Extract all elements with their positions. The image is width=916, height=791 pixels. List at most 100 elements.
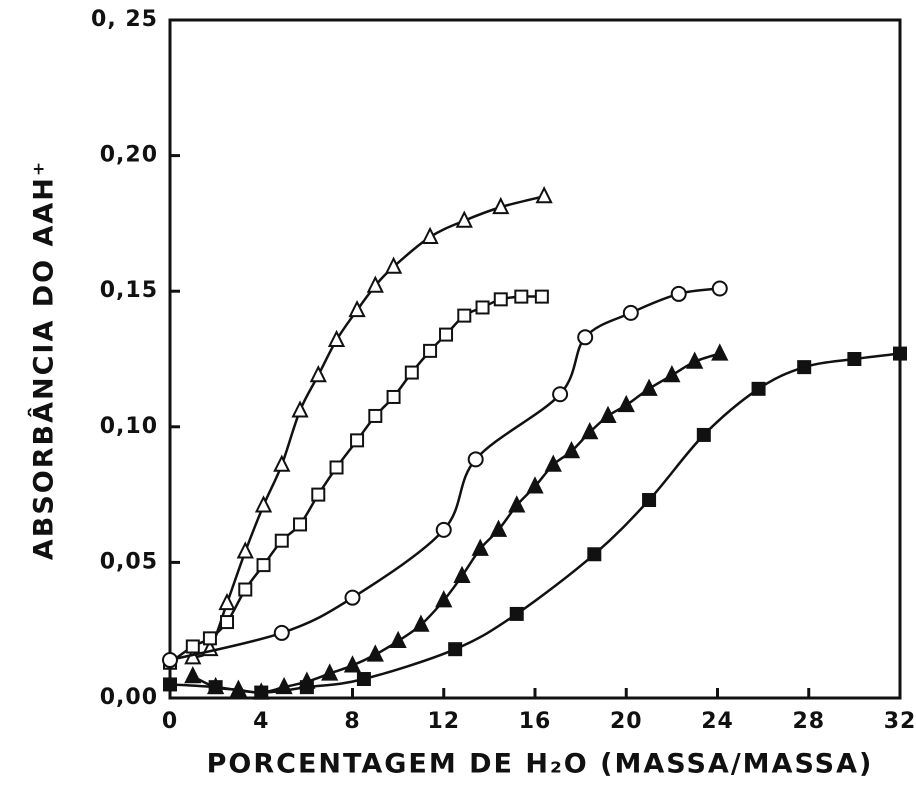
x-tick-label: 32 <box>884 709 916 734</box>
y-tick-label: 0,15 <box>100 278 158 303</box>
y-tick-label: 0,20 <box>100 143 158 168</box>
marker <box>368 408 383 423</box>
marker <box>492 196 510 215</box>
marker <box>423 343 438 358</box>
marker <box>218 592 236 611</box>
marker <box>321 663 339 681</box>
marker <box>534 289 549 304</box>
marker <box>457 308 472 323</box>
marker <box>293 517 308 532</box>
marker <box>711 343 729 361</box>
marker <box>711 280 728 297</box>
marker <box>562 440 581 459</box>
marker <box>751 381 766 396</box>
x-axis-label: PORCENTAGEM DE H₂O (MASSA/MASSA) <box>207 749 874 780</box>
marker <box>847 352 862 366</box>
marker <box>508 495 526 513</box>
marker <box>256 558 271 573</box>
marker <box>343 655 362 673</box>
marker <box>366 275 384 293</box>
marker <box>467 451 484 468</box>
marker <box>273 624 290 641</box>
marker <box>254 495 273 513</box>
marker <box>544 454 562 472</box>
marker <box>202 631 217 646</box>
marker <box>535 186 553 204</box>
x-tick-label: 0 <box>162 709 178 734</box>
marker <box>471 538 489 556</box>
marker <box>421 226 439 244</box>
marker <box>185 639 200 654</box>
x-tick-label: 4 <box>253 709 269 734</box>
marker <box>489 519 508 537</box>
x-tick-label: 8 <box>344 709 360 734</box>
marker <box>329 460 344 475</box>
x-tick-label: 20 <box>610 709 643 734</box>
marker <box>311 487 326 502</box>
marker <box>509 606 524 621</box>
marker <box>493 292 508 307</box>
x-tick-label: 12 <box>427 709 460 734</box>
marker <box>356 672 371 687</box>
marker <box>435 521 452 538</box>
marker <box>327 329 346 348</box>
marker <box>448 642 463 657</box>
marker <box>670 285 687 302</box>
marker <box>274 533 289 548</box>
x-tick-label: 28 <box>792 709 825 734</box>
marker <box>299 680 314 695</box>
marker <box>552 386 569 403</box>
marker <box>439 327 454 342</box>
x-tick-label: 24 <box>701 709 734 734</box>
marker <box>642 493 657 508</box>
marker <box>622 304 639 321</box>
marker <box>238 582 253 597</box>
marker <box>686 351 704 369</box>
marker <box>162 652 178 669</box>
marker <box>696 427 711 442</box>
marker <box>475 300 490 315</box>
curve <box>169 352 901 694</box>
marker <box>163 677 177 692</box>
y-tick-label: 0, 25 <box>91 7 158 32</box>
marker <box>350 433 365 448</box>
marker <box>453 565 471 583</box>
marker <box>236 541 254 559</box>
marker <box>273 454 291 472</box>
marker <box>893 346 907 361</box>
curve <box>169 287 720 662</box>
plot-frame <box>168 18 902 700</box>
marker <box>389 630 407 649</box>
marker <box>366 644 384 662</box>
marker <box>386 389 401 404</box>
marker <box>344 589 361 606</box>
marker <box>640 378 658 396</box>
marker <box>348 299 366 318</box>
x-tick-label: 16 <box>519 709 552 734</box>
marker <box>184 666 202 684</box>
marker <box>581 421 599 440</box>
marker <box>384 256 403 274</box>
marker <box>455 210 473 228</box>
marker <box>404 365 419 380</box>
marker <box>254 685 269 700</box>
marker <box>599 405 617 423</box>
y-tick-label: 0,00 <box>100 685 158 710</box>
marker <box>220 615 235 630</box>
y-tick-label: 0,10 <box>100 414 158 439</box>
y-tick-label: 0,05 <box>100 549 158 574</box>
marker <box>587 547 602 562</box>
y-axis-label: ABSORBÂNCIA DO AAH⁺ <box>28 160 60 560</box>
marker <box>412 614 430 632</box>
curve <box>192 352 721 694</box>
marker <box>526 476 544 494</box>
marker <box>797 360 812 375</box>
marker <box>309 365 327 383</box>
marker <box>663 365 681 383</box>
marker <box>208 680 223 695</box>
curve <box>192 195 545 659</box>
marker <box>435 590 453 608</box>
marker <box>577 329 594 346</box>
marker <box>617 394 635 413</box>
